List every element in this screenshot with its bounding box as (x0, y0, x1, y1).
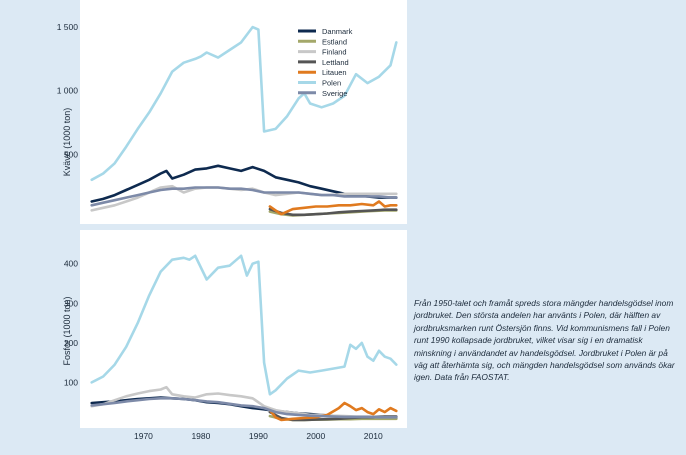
series-line-litauen (268, 401, 398, 422)
x-tick-label: 1970 (134, 431, 153, 441)
legend-label-lettland: Lettland (322, 58, 349, 67)
x-tick-label: 2000 (306, 431, 325, 441)
figure-caption: Från 1950-talet och framåt spreds stora … (414, 298, 675, 383)
x-tick-label: 1990 (249, 431, 268, 441)
x-tick-label: 1980 (191, 431, 210, 441)
series-line-polen (90, 254, 398, 396)
series-line-lettland (268, 207, 398, 217)
legend-label-danmark: Danmark (322, 27, 353, 36)
y-tick-label-phosphorus: 100 (64, 377, 78, 387)
series-line-polen (90, 25, 398, 182)
y-tick-label-phosphorus: 400 (64, 259, 78, 269)
y-tick-label-phosphorus: 300 (64, 298, 78, 308)
series-line-sverige (90, 186, 398, 207)
series-line-sverige (90, 396, 398, 419)
legend-label-estland: Estland (322, 37, 347, 46)
legend-label-finland: Finland (322, 48, 347, 57)
y-tick-label-nitrogen: 1 000 (57, 86, 79, 96)
x-tick-label: 2010 (364, 431, 383, 441)
y-tick-label-phosphorus: 200 (64, 338, 78, 348)
series-line-litauen (268, 200, 398, 216)
legend-label-sverige: Sverige (322, 89, 347, 98)
series-line-finland (90, 385, 398, 419)
legend-label-polen: Polen (322, 79, 341, 88)
y-tick-label-nitrogen: 1 500 (57, 22, 79, 32)
legend-label-litauen: Litauen (322, 68, 347, 77)
y-tick-label-nitrogen: 500 (64, 149, 78, 159)
